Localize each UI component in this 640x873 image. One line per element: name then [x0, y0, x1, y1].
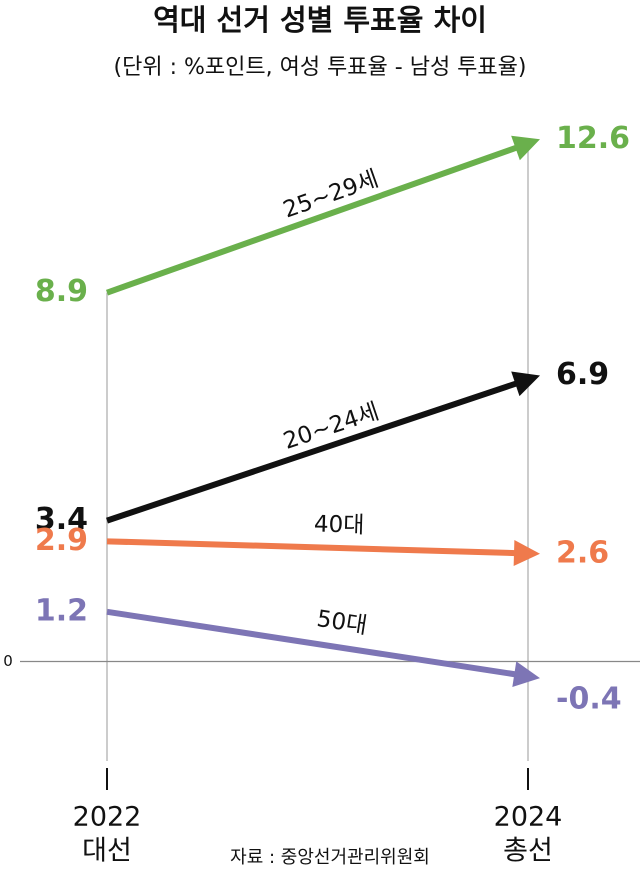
series-label: 50대 — [315, 606, 369, 639]
arrowhead — [512, 661, 540, 688]
value-label: 12.6 — [556, 121, 630, 156]
series-line — [106, 380, 519, 524]
value-label: 6.9 — [556, 357, 609, 392]
series-line — [106, 608, 517, 678]
value-label: 1.2 — [35, 593, 88, 628]
source: 자료 : 중앙선거관리위원회 — [230, 847, 430, 868]
arrowhead — [511, 135, 540, 161]
x-tick-label: 2024 — [494, 802, 563, 833]
chart-subtitle: (단위 : %포인트, 여성 투표율 - 남성 투표율) — [114, 55, 527, 80]
arrowhead — [513, 540, 540, 567]
chart-title: 역대 선거 성별 투표율 차이 — [153, 3, 487, 37]
x-tick-label: 2022 — [73, 802, 142, 833]
y-tick-label: 0 — [3, 652, 13, 670]
series-line — [106, 538, 517, 557]
x-tick-sublabel: 총선 — [503, 836, 553, 867]
value-label: -0.4 — [556, 682, 622, 717]
arrowhead — [511, 371, 540, 397]
series-line — [105, 144, 519, 296]
x-tick-sublabel: 대선 — [82, 836, 132, 867]
value-label: 3.4 — [35, 502, 88, 537]
series-label: 40대 — [314, 511, 365, 538]
value-label: 8.9 — [35, 274, 88, 309]
value-label: 2.9 — [35, 523, 88, 558]
value-label: 2.6 — [556, 535, 609, 570]
